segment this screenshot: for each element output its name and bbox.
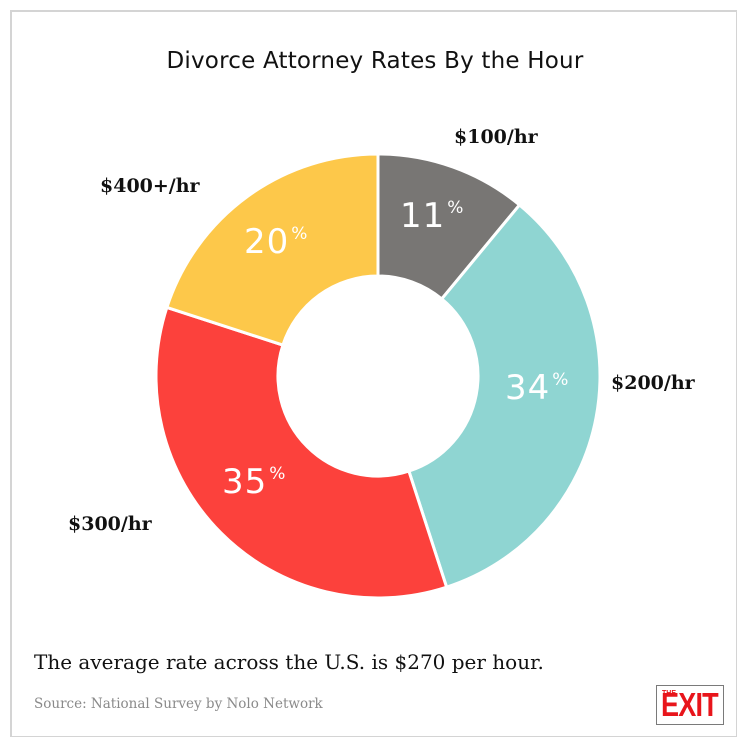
label-400-plus-per-hour: $400+/hr bbox=[100, 175, 200, 197]
label-200-per-hour: $200/hr bbox=[611, 372, 695, 394]
slice-300-hr bbox=[154, 305, 449, 600]
percent-11: 11% bbox=[400, 196, 465, 236]
percent-34: 34% bbox=[505, 368, 570, 408]
percent-35: 35% bbox=[222, 462, 287, 502]
percent-20: 20% bbox=[244, 222, 309, 262]
the-exit-logo: EXIT THE bbox=[656, 685, 724, 725]
source-note: Source: National Survey by Nolo Network bbox=[34, 696, 323, 712]
chart-frame bbox=[10, 10, 737, 737]
slice-400-hr bbox=[164, 152, 380, 347]
chart-title: Divorce Attorney Rates By the Hour bbox=[166, 48, 584, 74]
average-rate-note: The average rate across the U.S. is $270… bbox=[34, 650, 544, 674]
logo-exit-text: EXIT bbox=[661, 686, 719, 723]
label-300-per-hour: $300/hr bbox=[68, 513, 152, 535]
logo-the-text: THE bbox=[662, 690, 676, 697]
label-100-per-hour: $100/hr bbox=[454, 126, 538, 148]
slice-200-hr bbox=[407, 202, 602, 590]
